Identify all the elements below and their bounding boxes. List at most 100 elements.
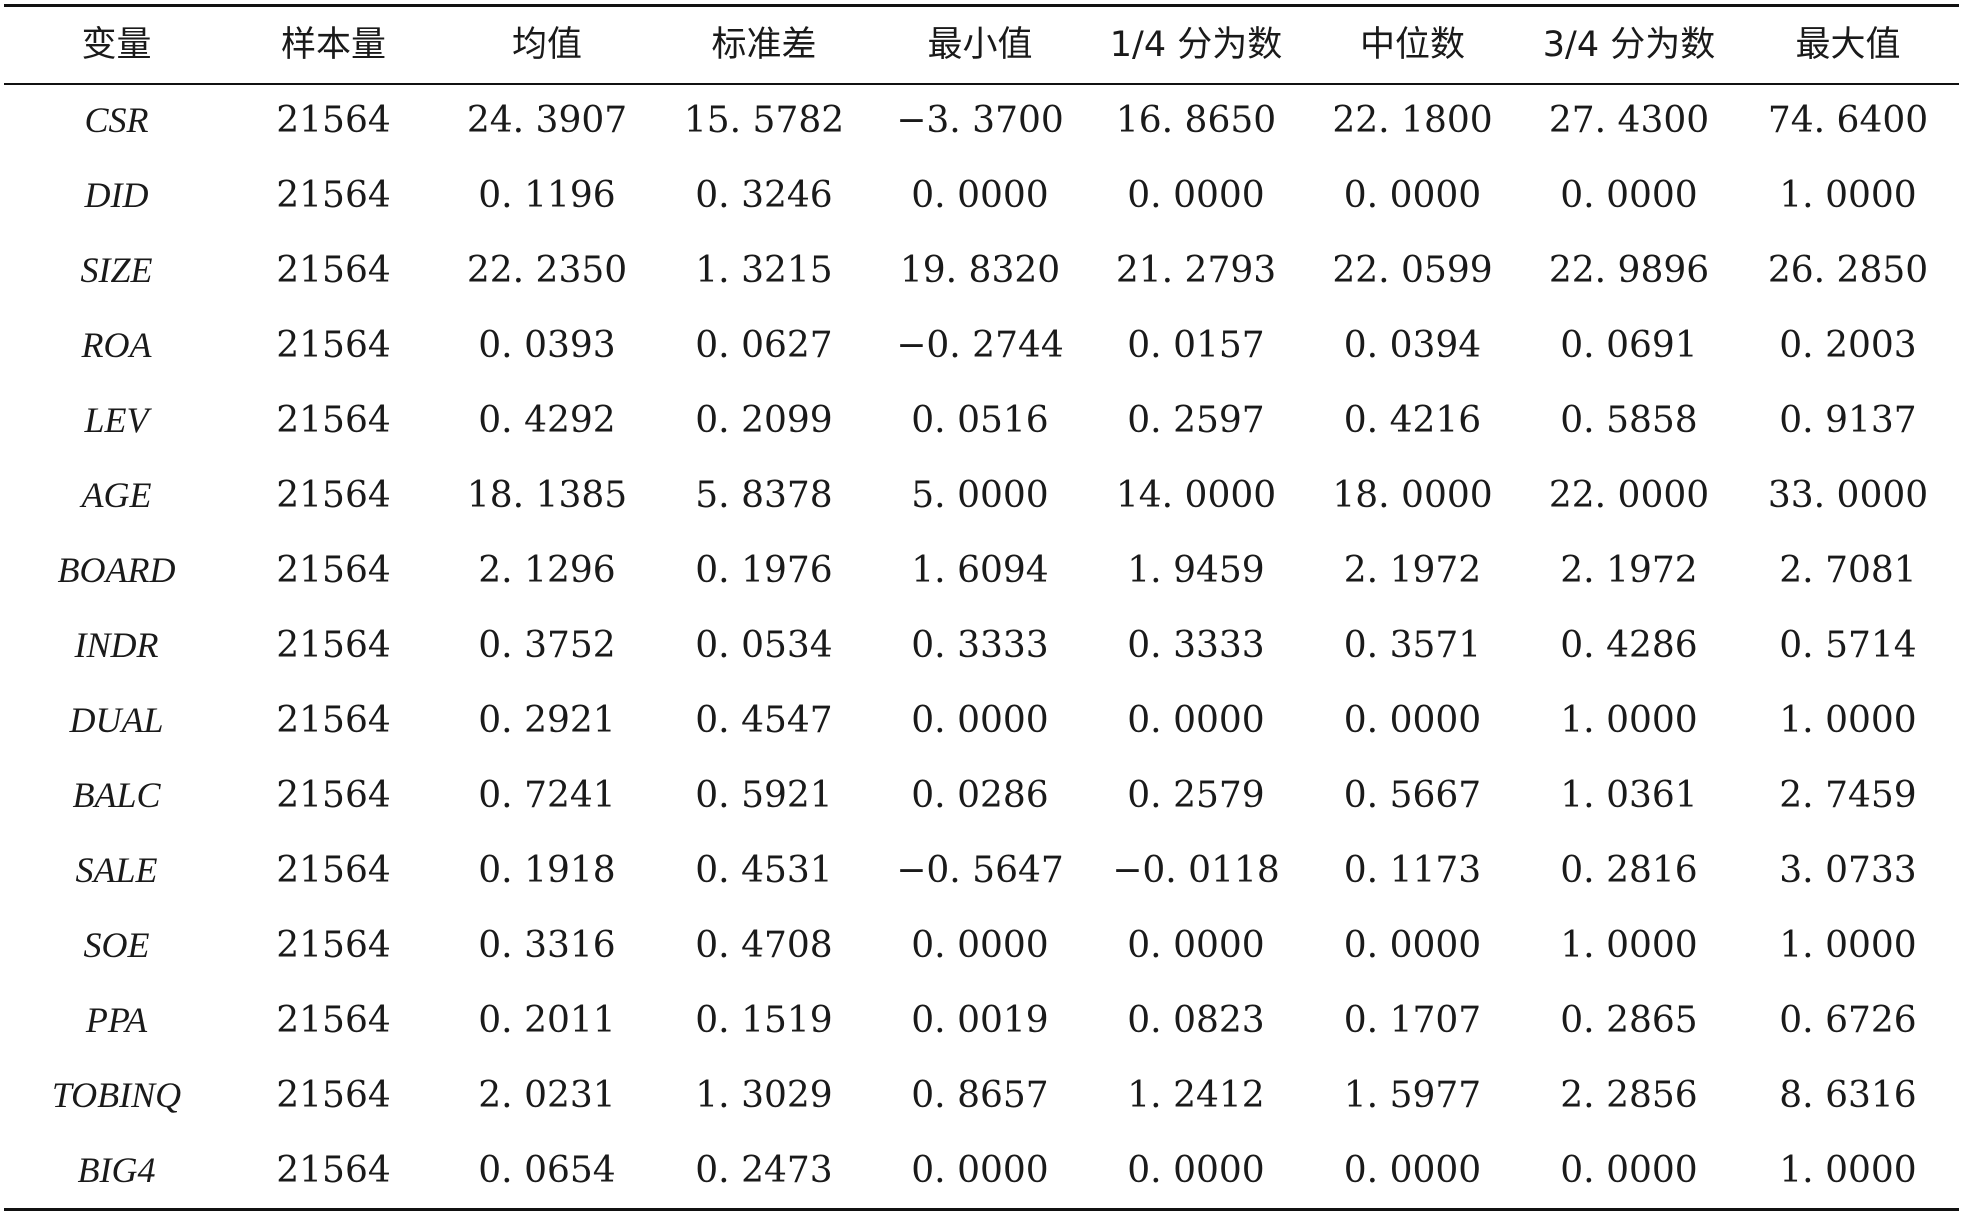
value-cell: 0. 1196: [478, 175, 616, 216]
value-cell: 0. 2865: [1560, 1000, 1698, 1041]
value-cell: 0. 5921: [695, 775, 833, 816]
value-cell: 0. 0000: [911, 925, 1049, 966]
table-row: DUAL 21564 0. 2921 0. 4547 0. 0000 0. 0000 0. …: [4, 683, 1959, 758]
value-cell: 0. 5714: [1779, 625, 1917, 666]
header-max: 最大值: [1795, 25, 1901, 65]
variable-name-cell: BALC: [72, 775, 161, 815]
value-cell: 0. 1918: [478, 850, 616, 891]
table-row: PPA 21564 0. 2011 0. 1519 0. 0019 0. 0823 0. 1…: [4, 983, 1959, 1058]
value-cell: 0. 8657: [911, 1075, 1049, 1116]
value-cell: 26. 2850: [1767, 250, 1929, 291]
value-cell: 2. 1972: [1343, 550, 1482, 591]
value-cell: 0. 0000: [1127, 925, 1265, 966]
variable-name-cell: ROA: [81, 325, 152, 365]
value-cell: 0. 0000: [1127, 175, 1265, 216]
variable-name-cell: INDR: [74, 625, 159, 665]
value-cell: 0. 0000: [1560, 175, 1698, 216]
variable-name-cell: BOARD: [57, 550, 176, 590]
variable-name-cell: SIZE: [80, 250, 153, 290]
value-cell: 0. 0000: [1343, 925, 1482, 966]
value-cell: 19. 8320: [899, 250, 1061, 291]
value-cell: 0. 4708: [695, 925, 833, 966]
table-row: BOARD 21564 2. 1296 0. 1976 1. 6094 1. 9459 2.…: [4, 533, 1959, 608]
value-cell: 0. 0627: [695, 325, 833, 366]
value-cell: 0. 4292: [478, 400, 616, 441]
header-std-dev: 标准差: [711, 25, 817, 65]
value-cell: 0. 3571: [1343, 625, 1482, 666]
value-cell: 0. 7241: [478, 775, 616, 816]
value-cell: 22. 9896: [1548, 250, 1710, 291]
value-cell: 2. 1972: [1560, 550, 1698, 591]
value-cell: 16. 8650: [1115, 100, 1277, 141]
value-cell: 0. 3246: [695, 175, 833, 216]
table-row: AGE 21564 18. 1385 5. 8378 5. 0000 14. 0000 18…: [4, 458, 1959, 533]
value-cell: 0. 4286: [1560, 625, 1698, 666]
variable-name-cell: LEV: [84, 400, 149, 440]
value-cell: 22. 0000: [1548, 475, 1710, 516]
value-cell: 0. 1707: [1343, 1000, 1482, 1041]
value-cell: 0. 5667: [1343, 775, 1482, 816]
value-cell: 15. 5782: [683, 100, 845, 141]
header-rule: [4, 83, 1959, 85]
value-cell: 21564: [276, 175, 391, 216]
value-cell: 1. 9459: [1127, 550, 1265, 591]
table-row: BALC 21564 0. 7241 0. 5921 0. 0286 0. 2579 0. …: [4, 758, 1959, 833]
variable-name-cell: AGE: [81, 475, 152, 515]
value-cell: 0. 4216: [1343, 400, 1482, 441]
value-cell: 0. 1976: [695, 550, 833, 591]
value-cell: 0. 0157: [1127, 325, 1265, 366]
header-mean: 均值: [511, 25, 582, 65]
bottom-rule: [4, 1208, 1959, 1211]
header-q3: 3/4 分为数: [1542, 25, 1716, 65]
value-cell: 2. 7459: [1779, 775, 1917, 816]
value-cell: 0. 0000: [1127, 700, 1265, 741]
value-cell: 1. 5977: [1343, 1075, 1482, 1116]
value-cell: 0. 0000: [1343, 1150, 1482, 1191]
value-cell: 0. 1173: [1343, 850, 1482, 891]
value-cell: 0. 0000: [1343, 175, 1482, 216]
value-cell: 2. 7081: [1779, 550, 1917, 591]
value-cell: 2. 2856: [1560, 1075, 1698, 1116]
value-cell: 21564: [276, 700, 391, 741]
value-cell: 0. 5858: [1560, 400, 1698, 441]
table-row: INDR 21564 0. 3752 0. 0534 0. 3333 0. 3333 0. …: [4, 608, 1959, 683]
value-cell: 5. 8378: [695, 475, 833, 516]
table-row: BIG4 21564 0. 0654 0. 2473 0. 0000 0. 0000 0. …: [4, 1133, 1959, 1208]
value-cell: 0. 2003: [1779, 325, 1917, 366]
value-cell: 0. 0516: [911, 400, 1049, 441]
value-cell: −0. 0118: [1112, 850, 1280, 891]
variable-name-cell: SOE: [83, 925, 150, 965]
header-sample-size: 样本量: [280, 25, 386, 65]
value-cell: 0. 0019: [911, 1000, 1049, 1041]
value-cell: −0. 5647: [896, 850, 1064, 891]
value-cell: 0. 0000: [1343, 700, 1482, 741]
table-row: ROA 21564 0. 0393 0. 0627 −0. 2744 0. 0157 0. …: [4, 308, 1959, 383]
value-cell: 0. 0393: [478, 325, 616, 366]
value-cell: 21564: [276, 625, 391, 666]
value-cell: 1. 3029: [695, 1075, 833, 1116]
value-cell: 0. 0000: [1560, 1150, 1698, 1191]
value-cell: 0. 3752: [478, 625, 616, 666]
table-row: DID 21564 0. 1196 0. 3246 0. 0000 0. 0000 0. 0…: [4, 158, 1959, 233]
value-cell: 1. 0000: [1779, 700, 1917, 741]
value-cell: 21564: [276, 400, 391, 441]
value-cell: 0. 2099: [695, 400, 833, 441]
value-cell: 1. 0000: [1779, 925, 1917, 966]
value-cell: 21564: [276, 475, 391, 516]
value-cell: −3. 3700: [896, 100, 1064, 141]
value-cell: 21564: [276, 1000, 391, 1041]
variable-name-cell: TOBINQ: [51, 1075, 182, 1115]
value-cell: 0. 2597: [1127, 400, 1265, 441]
value-cell: 2. 0231: [478, 1075, 616, 1116]
value-cell: 8. 6316: [1779, 1075, 1917, 1116]
value-cell: 0. 0000: [911, 700, 1049, 741]
value-cell: 0. 3316: [478, 925, 616, 966]
value-cell: 0. 3333: [1127, 625, 1265, 666]
table-row: SALE 21564 0. 1918 0. 4531 −0. 5647 −0. 0118 0…: [4, 833, 1959, 908]
value-cell: 21564: [276, 100, 391, 141]
table-row: LEV 21564 0. 4292 0. 2099 0. 0516 0. 2597 0. 4…: [4, 383, 1959, 458]
value-cell: 0. 1519: [695, 1000, 833, 1041]
value-cell: 21564: [276, 925, 391, 966]
value-cell: 0. 2816: [1560, 850, 1698, 891]
value-cell: 0. 9137: [1779, 400, 1917, 441]
